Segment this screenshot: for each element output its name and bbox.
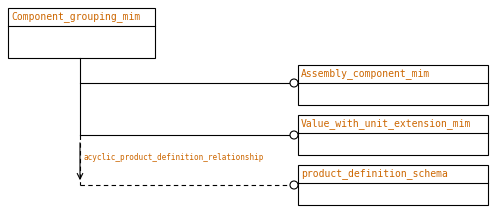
Circle shape: [290, 181, 298, 189]
Circle shape: [290, 79, 298, 87]
Bar: [8, 8, 155, 58]
Bar: [298, 115, 488, 155]
Text: Assembly_component_mim: Assembly_component_mim: [301, 69, 430, 79]
Text: acyclic_product_definition_relationship: acyclic_product_definition_relationship: [84, 153, 264, 162]
Bar: [298, 165, 488, 205]
Text: product_definition_schema: product_definition_schema: [301, 169, 448, 179]
Text: Value_with_unit_extension_mim: Value_with_unit_extension_mim: [301, 118, 472, 129]
Bar: [298, 65, 488, 105]
Circle shape: [290, 131, 298, 139]
Text: Component_grouping_mim: Component_grouping_mim: [11, 12, 140, 23]
